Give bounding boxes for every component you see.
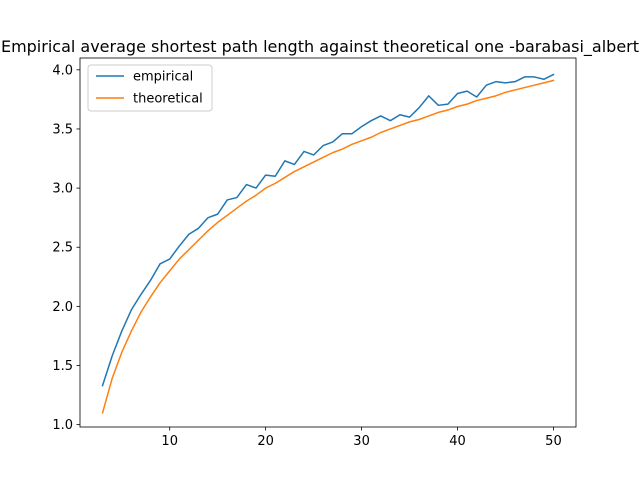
y-tick-label: 1.0 bbox=[52, 418, 73, 433]
plot-area bbox=[80, 58, 576, 427]
y-tick-label: 4.0 bbox=[52, 63, 73, 78]
x-tick-label: 50 bbox=[545, 434, 562, 449]
legend-label-theoretical: theoretical bbox=[133, 92, 203, 107]
x-tick-label: 20 bbox=[257, 434, 274, 449]
plot-background bbox=[80, 58, 576, 427]
x-tick-label: 30 bbox=[353, 434, 370, 449]
legend-label-empirical: empirical bbox=[133, 70, 193, 85]
y-tick-label: 2.5 bbox=[52, 241, 73, 256]
series-line-empirical bbox=[101, 73, 555, 387]
series-line-theoretical bbox=[101, 79, 555, 414]
x-tick-label: 40 bbox=[449, 434, 466, 449]
y-tick-label: 3.5 bbox=[52, 122, 73, 137]
y-tick-label: 3.0 bbox=[52, 182, 73, 197]
y-tick-label: 2.0 bbox=[52, 300, 73, 315]
x-tick-label: 10 bbox=[161, 434, 178, 449]
axes: 10 20 30 40 50 1.0 1.5 2.0 2.5 3.0 3.5 4.0 bbox=[52, 57, 577, 449]
axes-frame bbox=[79, 57, 577, 428]
y-tick-label: 1.5 bbox=[52, 359, 73, 374]
chart-title: Empirical average shortest path length a… bbox=[1, 37, 639, 57]
legend: empirical theoretical bbox=[87, 64, 213, 112]
